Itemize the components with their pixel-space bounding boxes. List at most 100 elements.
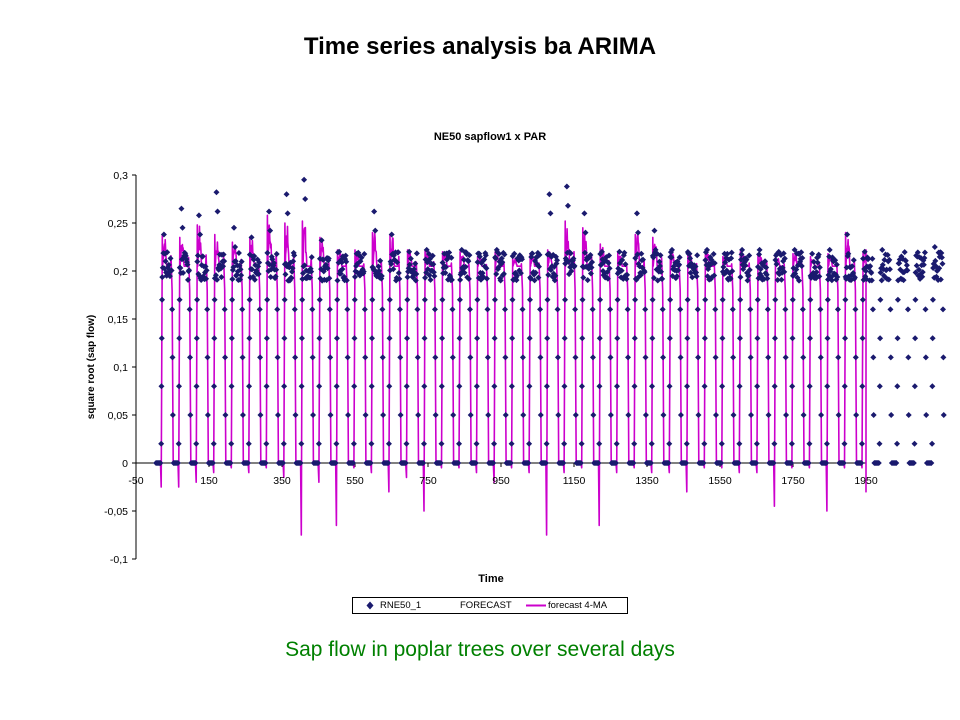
rne50-point <box>390 266 397 273</box>
rne50-point <box>623 275 630 282</box>
rne50-point <box>748 412 755 418</box>
rne50-point <box>884 252 891 259</box>
rne50-point <box>763 264 770 271</box>
rne50-point <box>465 275 472 282</box>
rne50-point <box>817 306 824 313</box>
rne50-point <box>412 260 419 267</box>
rne50-point <box>343 277 350 284</box>
rne50-point <box>351 335 358 342</box>
rne50-point <box>921 255 928 262</box>
rne50-point <box>362 354 369 361</box>
rne50-point <box>212 272 219 279</box>
rne50-point <box>648 460 655 466</box>
rne50-point <box>509 296 516 303</box>
rne50-point <box>701 383 708 390</box>
rne50-point <box>773 261 780 268</box>
rne50-point <box>239 306 246 313</box>
rne50-point <box>901 249 908 256</box>
rne50-point <box>298 335 305 342</box>
rne50-point <box>518 256 525 263</box>
rne50-point <box>923 412 930 418</box>
rne50-point <box>262 460 269 466</box>
rne50-point <box>894 335 901 342</box>
rne50-point <box>746 266 753 273</box>
rne50-point <box>352 273 358 280</box>
rne50-point <box>719 296 726 303</box>
rne50-point <box>562 296 569 303</box>
rne50-point <box>659 275 666 282</box>
rne50-point <box>765 412 772 418</box>
rne50-point <box>351 296 358 303</box>
rne50-point <box>929 335 936 342</box>
rne50-point <box>736 440 743 447</box>
rne50-point <box>273 266 280 273</box>
rne50-point <box>501 251 508 258</box>
rne50-point <box>745 272 752 279</box>
rne50-point <box>500 270 507 277</box>
rne50-point <box>650 254 657 261</box>
rne50-point <box>851 274 858 281</box>
rne50-point <box>700 460 707 466</box>
rne50-point <box>327 354 334 361</box>
rne50-point <box>386 335 393 342</box>
rne50-point <box>887 306 894 313</box>
rne50-point <box>371 208 378 215</box>
rne50-point <box>192 460 199 466</box>
rne50-point <box>879 246 886 253</box>
rne50-point <box>633 210 640 217</box>
rne50-point <box>911 383 918 390</box>
rne50-point <box>567 250 574 257</box>
rne50-point <box>729 306 736 313</box>
rne50-point <box>214 276 221 283</box>
rne50-point <box>332 460 339 466</box>
rne50-point <box>495 250 502 257</box>
rne50-point <box>491 440 498 447</box>
rne50-point <box>800 412 807 418</box>
rne50-point <box>502 306 509 313</box>
rne50-point <box>893 460 900 466</box>
rne50-point <box>710 251 717 258</box>
rne50-point <box>432 412 439 418</box>
rne50-point <box>805 460 812 466</box>
rne50-point <box>595 460 602 466</box>
rne50-point <box>176 335 183 342</box>
rne50-point <box>868 277 875 284</box>
rne50-point <box>164 249 171 256</box>
rne50-point <box>343 258 350 265</box>
rne50-point <box>544 335 551 342</box>
rne50-point <box>684 383 691 390</box>
rne50-point <box>921 249 928 256</box>
rne50-point <box>904 267 911 274</box>
rne50-point <box>334 277 341 284</box>
rne50-point <box>763 271 770 278</box>
rne50-point <box>876 440 883 447</box>
rne50-point <box>431 306 438 313</box>
rne50-point <box>771 440 778 447</box>
rne50-point <box>660 412 667 418</box>
rne50-point <box>361 306 368 313</box>
rne50-point <box>781 255 788 262</box>
rne50-point <box>168 267 175 274</box>
rne50-point <box>865 256 872 263</box>
rne50-point <box>604 275 611 282</box>
rne50-point <box>350 460 357 466</box>
rne50-point <box>466 306 473 313</box>
rne50-point <box>579 335 586 342</box>
rne50-point <box>694 306 701 313</box>
rne50-point <box>485 412 492 418</box>
rne50-point <box>420 440 427 447</box>
rne50-point <box>642 306 649 313</box>
rne50-point <box>642 412 649 418</box>
rne50-point <box>762 258 769 265</box>
rne50-point <box>291 306 298 313</box>
rne50-point <box>879 261 886 268</box>
rne50-point <box>367 460 374 466</box>
rne50-point <box>823 440 830 447</box>
rne50-point <box>673 273 680 280</box>
rne50-point <box>816 264 823 271</box>
rne50-point <box>245 440 252 447</box>
rne50-point <box>379 306 386 313</box>
rne50-point <box>722 259 729 266</box>
rne50-point <box>852 354 859 361</box>
rne50-point <box>344 354 351 361</box>
